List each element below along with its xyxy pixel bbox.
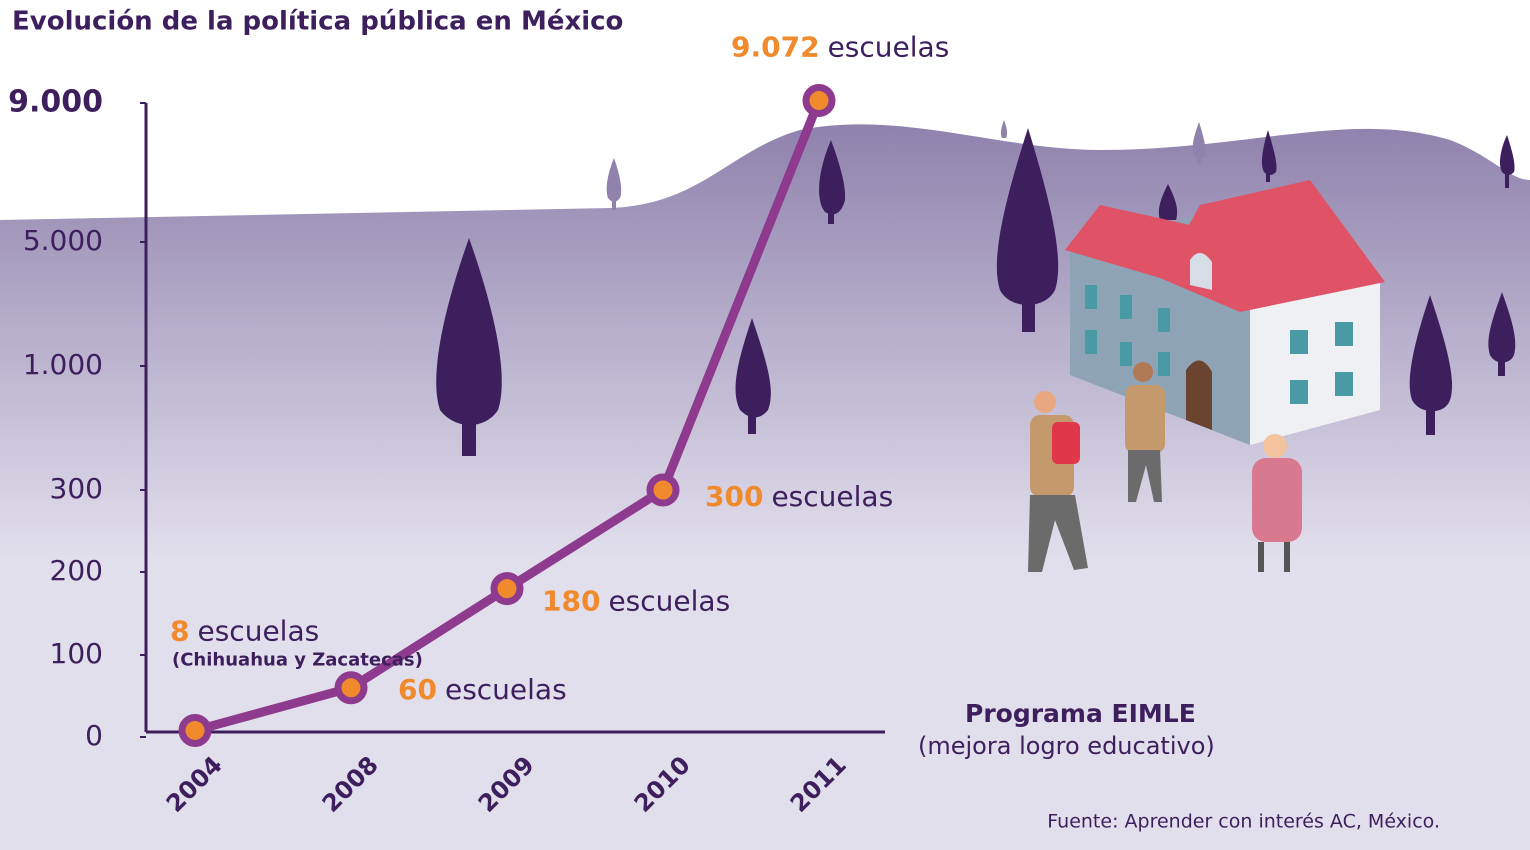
y-tick-label: 300 <box>50 472 103 505</box>
annotation: (Chihuahua y Zacatecas) <box>172 649 423 670</box>
point <box>494 576 520 602</box>
value-label: 9.072 <box>731 30 820 63</box>
program-subtitle: (mejora logro educativo) <box>918 732 1215 760</box>
value-label: 60 <box>398 673 437 706</box>
unit-label: escuelas <box>197 614 319 647</box>
point <box>806 87 832 113</box>
value-label: 180 <box>542 585 600 618</box>
unit-label: escuelas <box>445 673 567 706</box>
unit-label: escuelas <box>771 480 893 513</box>
y-tick-label: 100 <box>50 637 103 670</box>
source: Fuente: Aprender con interés AC, México. <box>1047 811 1440 833</box>
value-label: 300 <box>705 480 763 513</box>
y-tick-label: 200 <box>50 554 103 587</box>
point <box>338 675 364 701</box>
point <box>182 717 208 743</box>
unit-label: escuelas <box>608 585 730 618</box>
y-tick-label: 1.000 <box>23 348 103 381</box>
y-tick-label: 5.000 <box>23 224 103 257</box>
chart: Evolución de la política pública en Méxi… <box>0 0 1530 850</box>
chart-title: Evolución de la política pública en Méxi… <box>12 7 623 37</box>
point <box>650 477 676 503</box>
y-tick-label: 0 <box>85 719 103 752</box>
value-label: 8 <box>170 614 189 647</box>
y-tick-label: 9.000 <box>8 85 103 120</box>
program-name: Programa EIMLE <box>965 699 1196 728</box>
unit-label: escuelas <box>828 30 950 63</box>
